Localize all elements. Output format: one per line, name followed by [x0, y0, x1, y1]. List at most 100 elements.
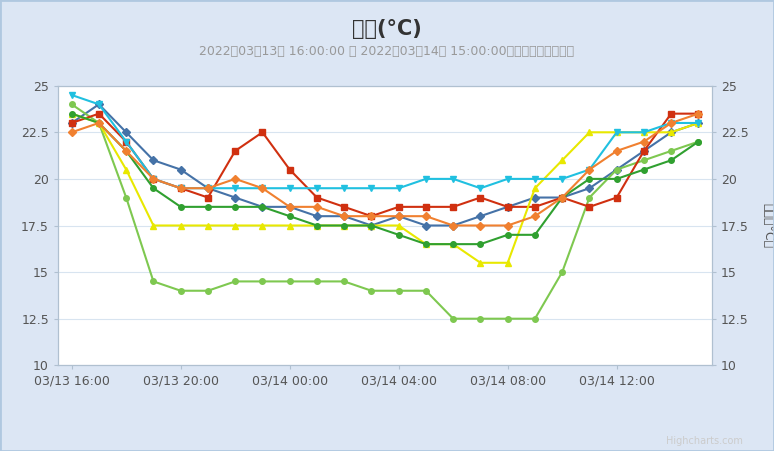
长安: [67, 111, 77, 116]
高陵: [176, 288, 185, 294]
蓝田: [612, 176, 622, 182]
临潼: [639, 129, 649, 135]
周至: [639, 148, 649, 154]
周至: [312, 195, 321, 200]
长安: [585, 129, 594, 135]
高陵: [149, 279, 158, 284]
泾河: [67, 129, 77, 135]
长安: [204, 223, 213, 228]
临潼: [394, 185, 403, 191]
高陵: [394, 288, 403, 294]
临潼: [340, 185, 349, 191]
长安: [503, 260, 512, 266]
蓝田: [285, 213, 294, 219]
临潼: [204, 185, 213, 191]
西安(2014年已撒站): [421, 223, 430, 228]
泾河: [557, 195, 567, 200]
西安(2014年已撒站): [612, 167, 622, 172]
高陵: [476, 316, 485, 322]
西安(2014年已撒站): [67, 120, 77, 126]
西安(2014年已撒站): [231, 195, 240, 200]
蓝田: [176, 204, 185, 210]
周至: [503, 204, 512, 210]
泾河: [176, 185, 185, 191]
周至: [285, 167, 294, 172]
长安: [94, 120, 104, 126]
周至: [421, 204, 430, 210]
高陵: [285, 279, 294, 284]
泾河: [312, 204, 321, 210]
泾河: [285, 204, 294, 210]
周至: [476, 195, 485, 200]
长安: [231, 223, 240, 228]
临潼: [312, 185, 321, 191]
周至: [612, 195, 622, 200]
西安(2014年已撒站): [530, 195, 539, 200]
Line: 泾河: 泾河: [69, 111, 701, 228]
蓝田: [94, 120, 104, 126]
蓝田: [67, 111, 77, 116]
周至: [557, 195, 567, 200]
高陵: [312, 279, 321, 284]
高陵: [694, 139, 703, 144]
临潼: [666, 120, 676, 126]
高陵: [585, 195, 594, 200]
西安(2014年已撒站): [312, 213, 321, 219]
周至: [340, 204, 349, 210]
泾河: [421, 213, 430, 219]
泾河: [585, 167, 594, 172]
蓝田: [204, 204, 213, 210]
周至: [231, 148, 240, 154]
Line: 西安(2014年已撒站): 西安(2014年已撒站): [69, 101, 701, 228]
泾河: [612, 148, 622, 154]
临潼: [94, 101, 104, 107]
临潼: [231, 185, 240, 191]
西安(2014年已撒站): [503, 204, 512, 210]
蓝田: [231, 204, 240, 210]
周至: [694, 111, 703, 116]
西安(2014年已撒站): [585, 185, 594, 191]
西安(2014年已撒站): [94, 101, 104, 107]
Legend: 西安(2014年已撒站), 高陵, 周至, 长安, 临潼, 蓝田, 泾河: 西安(2014年已撒站), 高陵, 周至, 长安, 临潼, 蓝田, 泾河: [179, 448, 591, 451]
西安(2014年已撒站): [394, 213, 403, 219]
高陵: [612, 167, 622, 172]
Line: 高陵: 高陵: [69, 101, 701, 322]
周至: [367, 213, 376, 219]
长安: [176, 223, 185, 228]
周至: [149, 176, 158, 182]
西安(2014年已撒站): [557, 195, 567, 200]
临潼: [585, 167, 594, 172]
临潼: [530, 176, 539, 182]
西安(2014年已撒站): [258, 204, 267, 210]
高陵: [231, 279, 240, 284]
蓝田: [340, 223, 349, 228]
长安: [666, 129, 676, 135]
高陵: [367, 288, 376, 294]
高陵: [530, 316, 539, 322]
高陵: [67, 101, 77, 107]
西安(2014年已撒站): [340, 213, 349, 219]
周至: [67, 120, 77, 126]
高陵: [666, 148, 676, 154]
长安: [340, 223, 349, 228]
蓝田: [503, 232, 512, 238]
蓝田: [585, 176, 594, 182]
临潼: [503, 176, 512, 182]
长安: [285, 223, 294, 228]
周至: [258, 129, 267, 135]
蓝田: [122, 148, 131, 154]
周至: [530, 204, 539, 210]
Text: Highcharts.com: Highcharts.com: [666, 437, 743, 446]
泾河: [204, 185, 213, 191]
长安: [367, 223, 376, 228]
蓝田: [666, 157, 676, 163]
周至: [122, 139, 131, 144]
临潼: [449, 176, 458, 182]
蓝田: [530, 232, 539, 238]
泾河: [530, 213, 539, 219]
西安(2014年已撒站): [666, 129, 676, 135]
临潼: [149, 176, 158, 182]
长安: [557, 157, 567, 163]
泾河: [231, 176, 240, 182]
高陵: [204, 288, 213, 294]
